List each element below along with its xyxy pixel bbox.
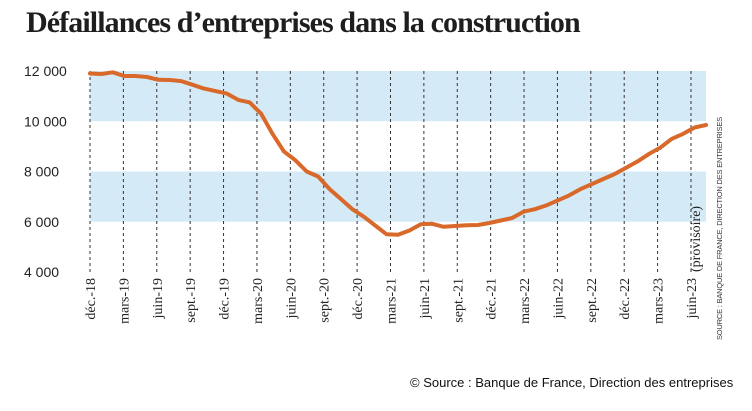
line-chart: 12 000 10 000 8 000 6 000 4 000 déc.-18 mars-…	[24, 63, 724, 340]
vertical-source-label: SOURCE : BANQUE DE FRANCE, DIRECTION DES…	[715, 117, 724, 340]
y-tick-label: 8 000	[24, 164, 59, 180]
series-line	[88, 70, 708, 237]
y-axis-ticks: 12 000 10 000 8 000 6 000 4 000	[24, 63, 67, 280]
x-tick-label: mars-22	[518, 278, 533, 324]
x-tick-label: déc.-19	[218, 278, 233, 320]
x-tick-label: sept.-22	[585, 278, 600, 323]
x-tick-label: sept.-19	[184, 278, 199, 323]
x-tick-label: sept.-21	[451, 278, 466, 323]
x-tick-label: juin-23	[685, 278, 700, 319]
x-tick-label: déc.-20	[351, 278, 366, 320]
x-tick-label: déc.-22	[618, 278, 633, 320]
x-tick-label: juin-20	[284, 278, 299, 319]
source-credit: © Source : Banque de France, Direction d…	[410, 375, 734, 390]
x-tick-label: juin-19	[151, 278, 166, 319]
x-axis-ticks: déc.-18 mars-19 juin-19 sept.-19 déc.-19 mars…	[84, 278, 700, 324]
x-tick-label: mars-20	[251, 278, 266, 324]
y-tick-label: 10 000	[24, 113, 67, 129]
x-tick-label: mars-21	[384, 278, 399, 324]
x-tick-label: mars-23	[652, 278, 667, 324]
x-tick-label: mars-19	[117, 278, 132, 324]
x-tick-label: juin-22	[551, 278, 566, 319]
chart-title: Défaillances d’entreprises dans la const…	[26, 6, 581, 39]
x-tick-label: juin-21	[418, 278, 433, 319]
y-tick-label: 12 000	[24, 63, 67, 79]
defaillances-line	[88, 70, 708, 237]
background-band-0	[90, 71, 706, 122]
y-tick-label: 6 000	[24, 214, 59, 230]
background-bands	[90, 71, 706, 222]
y-tick-label: 4 000	[24, 264, 59, 280]
provisional-annotation: (provisoire)	[689, 206, 704, 272]
x-tick-label: déc.-21	[485, 278, 500, 320]
x-tick-label: déc.-18	[84, 278, 99, 320]
x-tick-label: sept.-20	[318, 278, 333, 323]
background-band-1	[90, 171, 706, 222]
